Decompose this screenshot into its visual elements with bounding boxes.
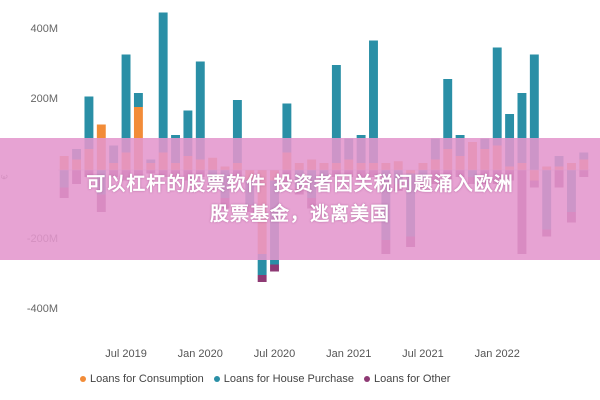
headline-line-1: 可以杠杆的股票软件 投资者因关税问题涌入欧洲 [86, 173, 514, 195]
legend-house-marker-icon [213, 376, 220, 382]
bar-house-m12 [195, 61, 205, 160]
bar-house-m6 [121, 54, 131, 153]
bar-house-m9 [158, 12, 168, 153]
legend-consumption-label: Loans for Consumption [90, 373, 204, 385]
y-tick-label: 200M [30, 93, 58, 105]
x-tick-label: Jan 2022 [474, 348, 520, 360]
x-tick-label: Jan 2021 [326, 348, 372, 360]
bar-house-m11 [183, 110, 193, 156]
legend-other-label: Loans for Other [373, 373, 451, 385]
y-tick-label: 400M [30, 23, 58, 35]
bar-house-m19 [282, 103, 292, 153]
legend-consumption-marker-icon [80, 376, 86, 382]
bar-house-m32 [443, 79, 453, 149]
headline-banner: 可以杠杆的股票软件 投资者因关税问题涌入欧洲 股票基金，逃离美国 [0, 138, 600, 260]
legend-item-consumption: Loans for Consumption [80, 373, 204, 385]
x-tick-label: Jul 2020 [253, 348, 296, 360]
bar-house-m39 [529, 54, 539, 170]
bar-house-m36 [492, 47, 502, 146]
bar-house-m38 [517, 93, 527, 163]
bar-house-m17 [257, 254, 267, 275]
bar-house-m15 [232, 100, 242, 163]
bar-other-m18 [270, 264, 279, 272]
legend-item-house: Loans for House Purchase [213, 373, 354, 385]
bar-house-m3 [84, 96, 94, 149]
x-tick-label: Jan 2020 [177, 348, 223, 360]
headline-line-2: 股票基金，逃离美国 [209, 203, 390, 225]
legend-item-other: Loans for Other [363, 373, 451, 385]
legend-house-label: Loans for House Purchase [223, 373, 354, 385]
bar-house-m23 [331, 65, 341, 163]
legend-other-marker-icon [363, 376, 370, 382]
bar-other-m17 [257, 275, 267, 282]
bar-house-m7 [133, 93, 143, 107]
y-tick-label: -400M [26, 303, 58, 315]
legend: Loans for Consumption Loans for House Pu… [80, 373, 450, 385]
x-tick-label: Jul 2019 [105, 348, 147, 360]
x-tick-label: Jul 2021 [402, 348, 444, 360]
bar-house-m26 [369, 40, 378, 163]
